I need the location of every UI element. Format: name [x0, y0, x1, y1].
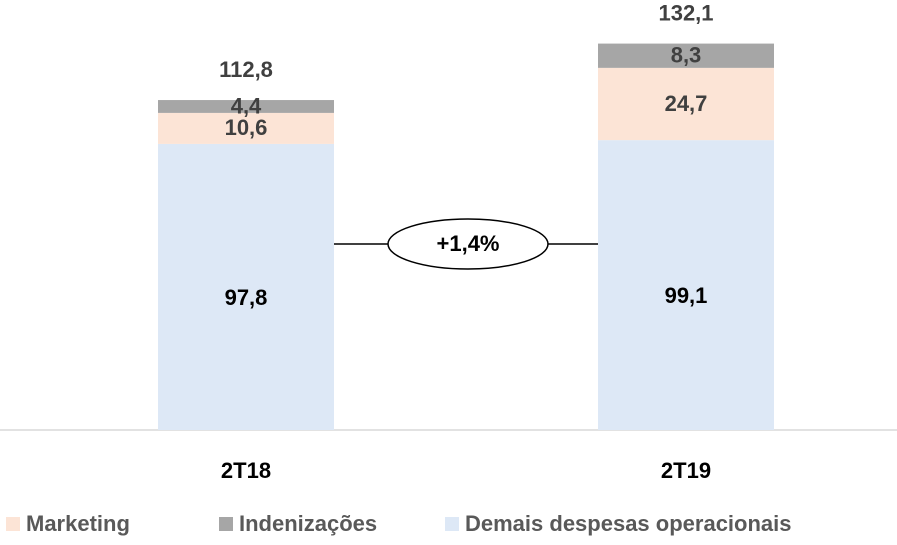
legend-swatch	[6, 517, 20, 531]
bar-segment	[598, 43, 774, 68]
x-tick-label: 2T19	[661, 458, 711, 483]
value-label: 99,1	[665, 283, 708, 308]
value-label: 4,4	[231, 93, 262, 118]
value-label: 24,7	[665, 91, 708, 116]
bar-segment	[158, 112, 334, 144]
legend-swatch	[445, 517, 459, 531]
annotation-ellipse	[387, 218, 549, 270]
value-label: 8,3	[671, 43, 702, 68]
bar-segment	[158, 100, 334, 113]
legend-swatch	[219, 517, 233, 531]
legend-label: Demais despesas operacionais	[465, 511, 792, 536]
value-label: 97,8	[225, 285, 268, 310]
value-label: 10,6	[225, 115, 268, 140]
x-tick-label: 2T18	[221, 458, 271, 483]
bar-segment	[158, 143, 334, 430]
bar-segment	[598, 140, 774, 430]
legend-label: Marketing	[26, 511, 130, 536]
total-label: 112,8	[219, 57, 273, 82]
bar-segment	[598, 67, 774, 141]
legend-label: Indenizações	[239, 511, 377, 536]
annotation: +1,4%	[437, 231, 500, 256]
total-label: 132,1	[658, 0, 713, 25]
